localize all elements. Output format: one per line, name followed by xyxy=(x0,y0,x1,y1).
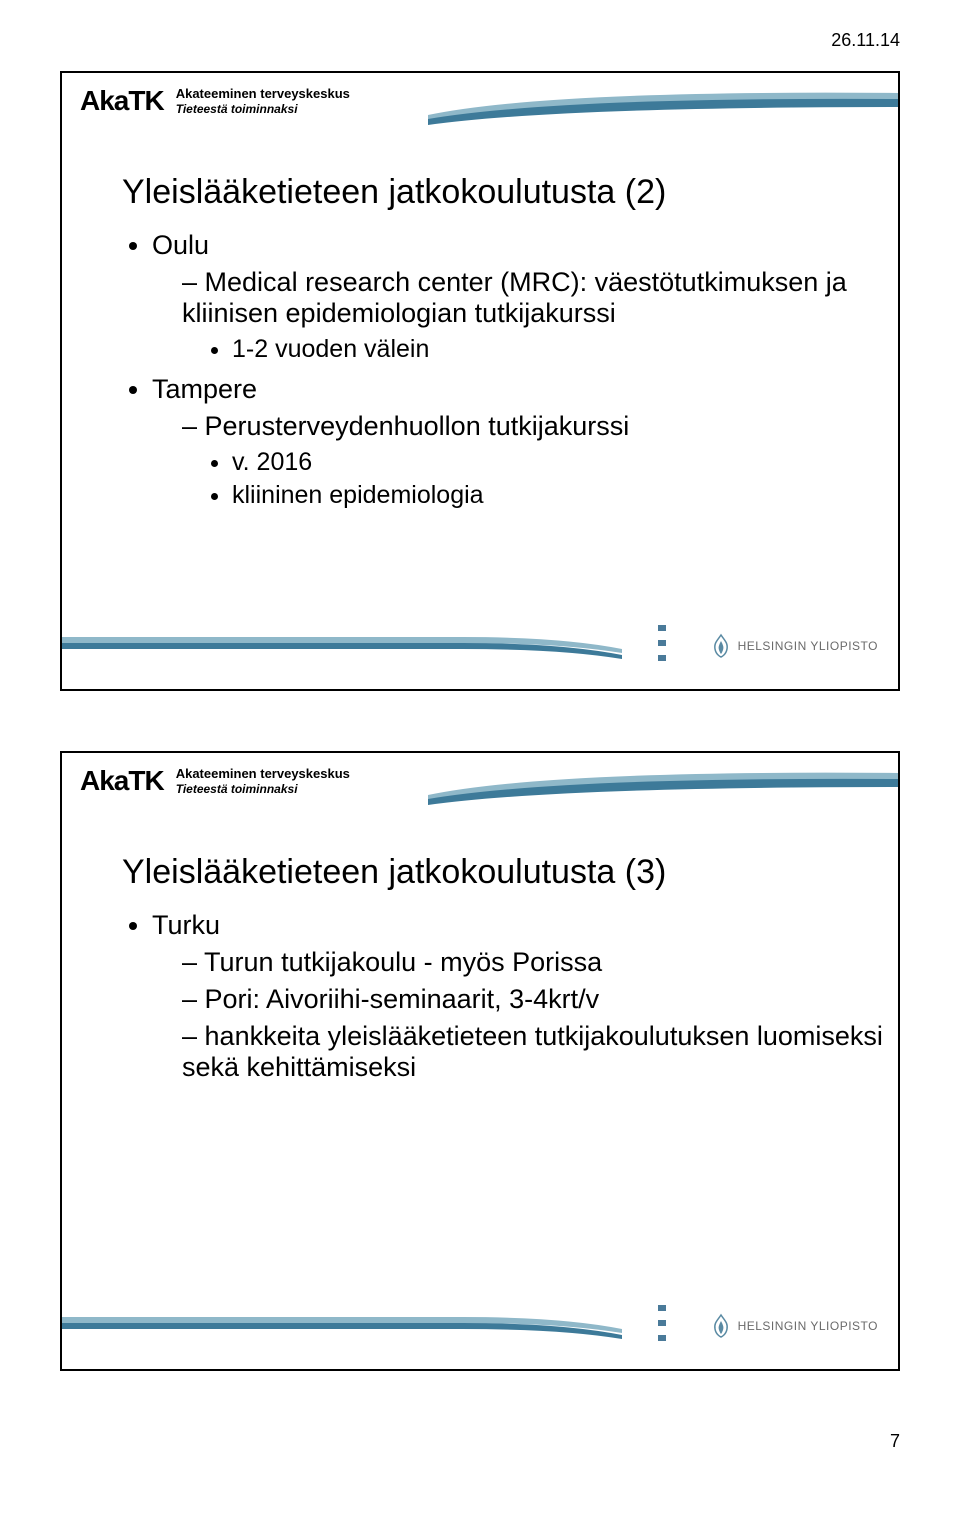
document-page: 26.11.14 AkaTK Akateeminen terveyskeskus… xyxy=(0,0,960,1492)
item-label: Pori: Aivoriihi-seminaarit, 3-4krt/v xyxy=(205,984,600,1014)
university-label: HELSINGIN YLIOPISTO xyxy=(738,1319,878,1333)
header-swoosh-icon xyxy=(428,85,898,125)
university-label: HELSINGIN YLIOPISTO xyxy=(738,639,878,653)
slide-footer: HELSINGIN YLIOPISTO xyxy=(62,1309,898,1369)
logo-tagline-1: Akateeminen terveyskeskus xyxy=(176,86,350,102)
slide-header: AkaTK Akateeminen terveyskeskus Tieteest… xyxy=(62,753,898,823)
slide-content: Turku Turun tutkijakoulu - myös Porissa … xyxy=(122,910,898,1083)
list-item: kliininen epidemiologia xyxy=(232,481,898,510)
slide-title: Yleislääketieteen jatkokoulutusta (3) xyxy=(122,853,898,892)
logo-tagline-2: Tieteestä toiminnaksi xyxy=(176,102,350,116)
list-item: Turku Turun tutkijakoulu - myös Porissa … xyxy=(152,910,898,1083)
list-item: v. 2016 xyxy=(232,448,898,477)
page-date: 26.11.14 xyxy=(60,30,900,51)
footer-ticks-icon xyxy=(658,1305,668,1341)
list-item: Medical research center (MRC): väestötut… xyxy=(182,267,898,364)
item-label: Turun tutkijakoulu - myös Porissa xyxy=(204,947,602,977)
footer-swoosh-icon xyxy=(62,1313,622,1339)
slide-2: AkaTK Akateeminen terveyskeskus Tieteest… xyxy=(60,751,900,1371)
footer-university: HELSINGIN YLIOPISTO xyxy=(710,1313,878,1339)
list-item: Perusterveydenhuollon tutkijakurssi v. 2… xyxy=(182,411,898,510)
list-item: 1-2 vuoden välein xyxy=(232,335,898,364)
list-item: Tampere Perusterveydenhuollon tutkijakur… xyxy=(152,374,898,510)
item-label: Perusterveydenhuollon tutkijakurssi xyxy=(205,411,630,441)
list-item: Turun tutkijakoulu - myös Porissa xyxy=(182,947,898,978)
logo-block: AkaTK Akateeminen terveyskeskus Tieteest… xyxy=(80,85,350,117)
logo-block: AkaTK Akateeminen terveyskeskus Tieteest… xyxy=(80,765,350,797)
logo-tagline: Akateeminen terveyskeskus Tieteestä toim… xyxy=(176,86,350,116)
logo-tagline-1: Akateeminen terveyskeskus xyxy=(176,766,350,782)
footer-university: HELSINGIN YLIOPISTO xyxy=(710,633,878,659)
item-label: Turku xyxy=(152,910,220,940)
logo-tagline: Akateeminen terveyskeskus Tieteestä toim… xyxy=(176,766,350,796)
footer-ticks-icon xyxy=(658,625,668,661)
header-swoosh-icon xyxy=(428,765,898,805)
item-label: Medical research center (MRC): väestötut… xyxy=(182,267,847,328)
slide-1: AkaTK Akateeminen terveyskeskus Tieteest… xyxy=(60,71,900,691)
item-label: Tampere xyxy=(152,374,257,404)
item-label: Oulu xyxy=(152,230,209,260)
logo-mark: AkaTK xyxy=(80,85,164,117)
slide-footer: HELSINGIN YLIOPISTO xyxy=(62,629,898,689)
list-item: Pori: Aivoriihi-seminaarit, 3-4krt/v xyxy=(182,984,898,1015)
flame-icon xyxy=(710,633,732,659)
slide-header: AkaTK Akateeminen terveyskeskus Tieteest… xyxy=(62,73,898,143)
logo-tagline-2: Tieteestä toiminnaksi xyxy=(176,782,350,796)
list-item: Oulu Medical research center (MRC): väes… xyxy=(152,230,898,364)
logo-mark: AkaTK xyxy=(80,765,164,797)
slide-content: Oulu Medical research center (MRC): väes… xyxy=(122,230,898,510)
flame-icon xyxy=(710,1313,732,1339)
list-item: hankkeita yleislääketieteen tutkijakoulu… xyxy=(182,1021,898,1083)
slide-title: Yleislääketieteen jatkokoulutusta (2) xyxy=(122,173,898,212)
footer-swoosh-icon xyxy=(62,633,622,659)
item-label: hankkeita yleislääketieteen tutkijakoulu… xyxy=(182,1021,883,1082)
page-number: 7 xyxy=(60,1431,900,1452)
